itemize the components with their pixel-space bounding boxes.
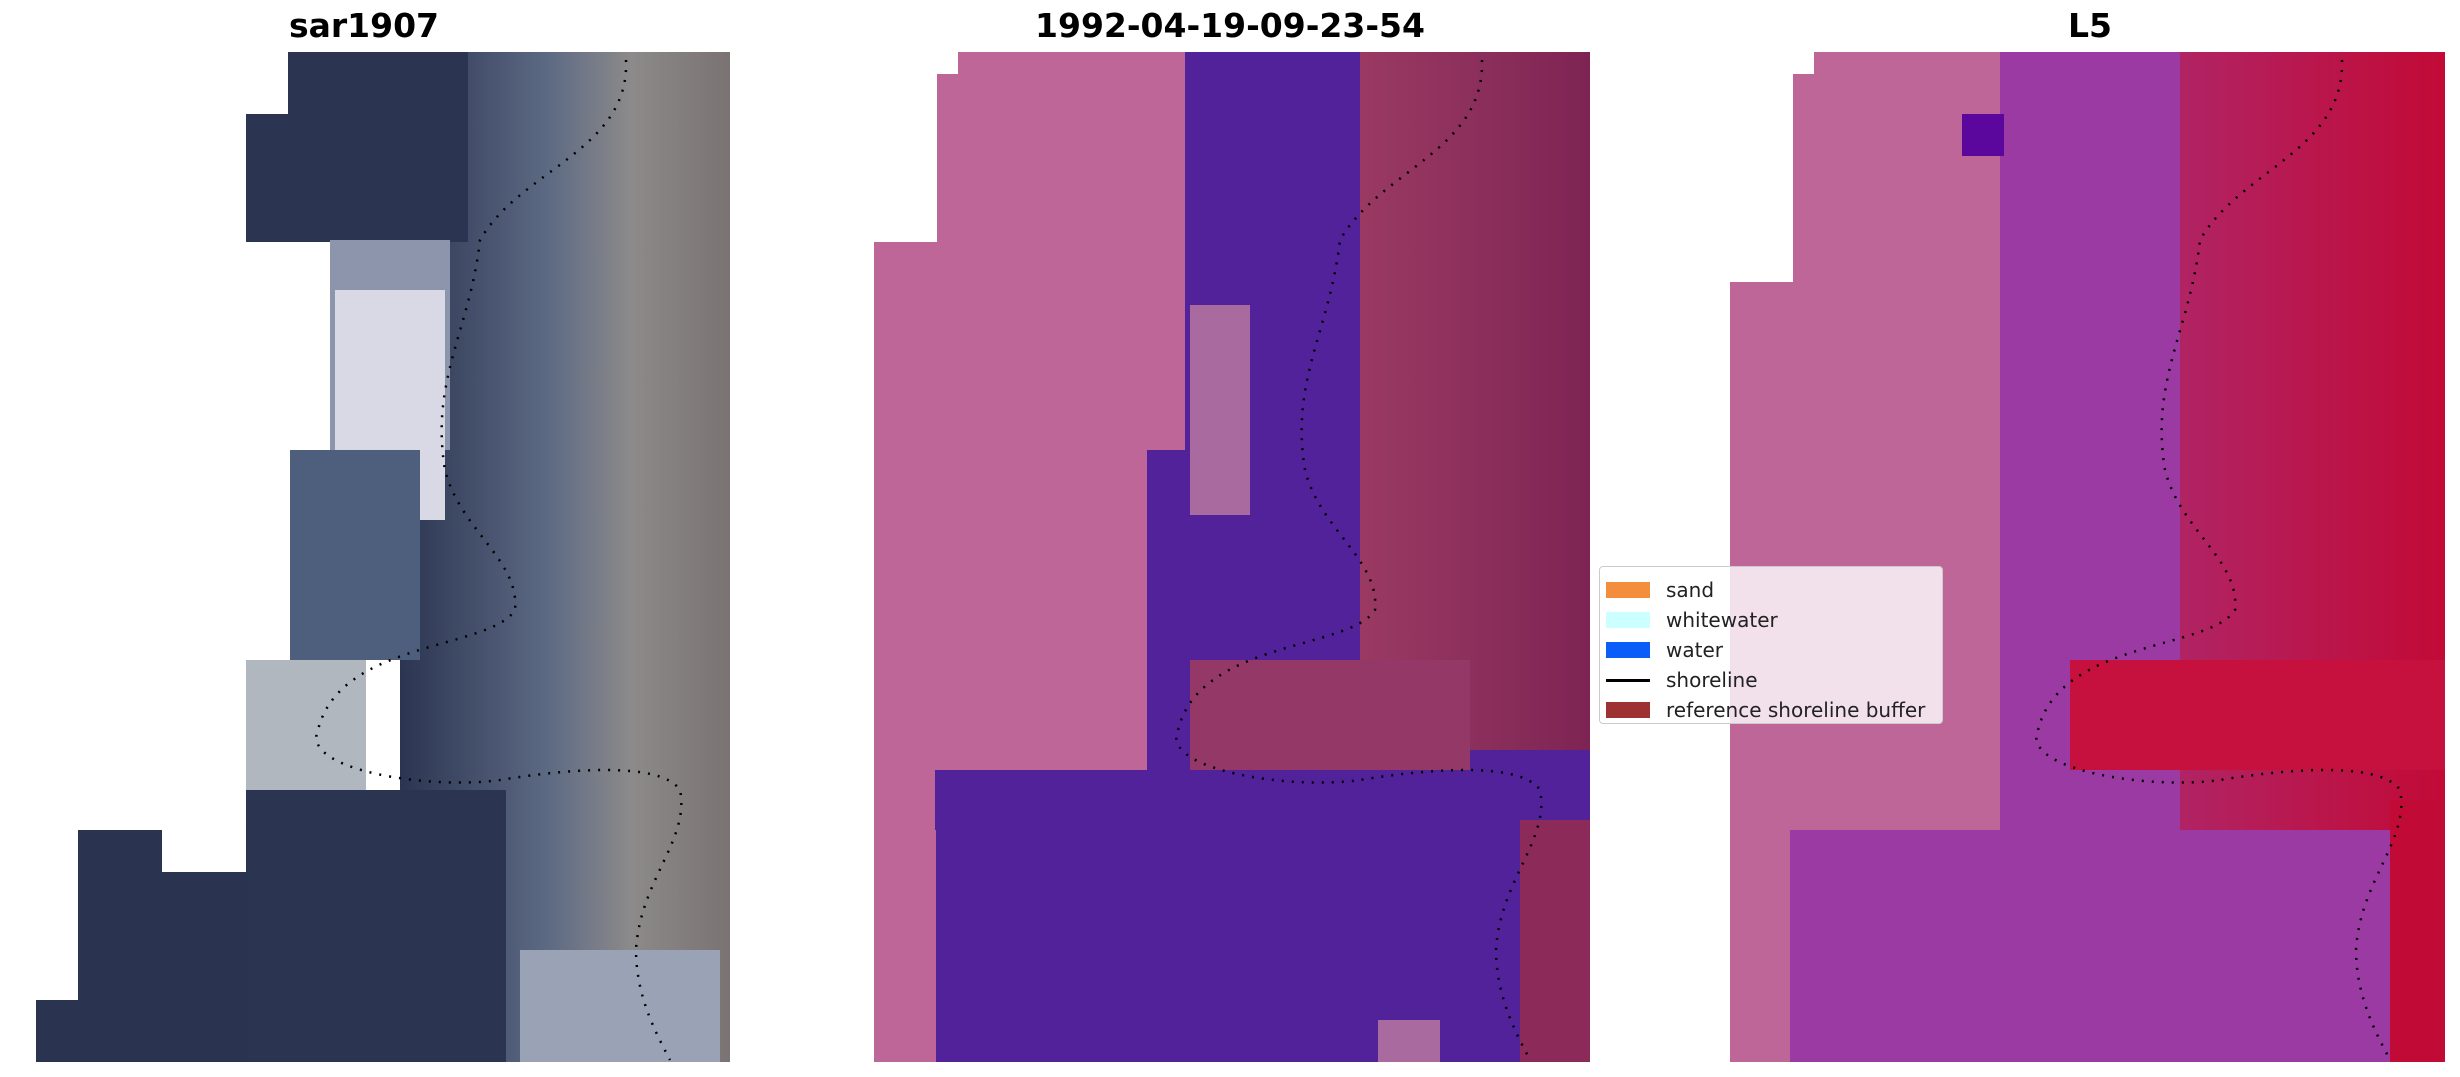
panel-title-index: L5	[2068, 6, 2112, 45]
rgb-blank-notch	[162, 830, 246, 872]
index-red-lower	[2070, 660, 2445, 770]
panel-title-classified: 1992-04-19-09-23-54	[1035, 6, 1425, 45]
legend: sand whitewater water shoreline referenc…	[1599, 566, 1943, 724]
legend-label-water: water	[1666, 638, 1723, 662]
index-red-bottom-right	[2390, 800, 2445, 1062]
rgb-water-bottom	[246, 790, 506, 1062]
index-low-patch	[1962, 114, 2004, 156]
class-water-bottom	[935, 770, 1525, 1062]
panel-title-rgb: sar1907	[288, 6, 440, 45]
legend-swatch-water	[1606, 642, 1650, 658]
legend-item-sand: sand	[1600, 575, 1942, 605]
legend-label-buffer: reference shoreline buffer	[1666, 698, 1926, 722]
legend-label-sand: sand	[1666, 578, 1715, 602]
rgb-water-mid2	[290, 450, 420, 660]
index-sand-band-top	[1793, 74, 1893, 282]
index-purple-bottom	[1790, 830, 2390, 1062]
class-sand-top	[937, 74, 1037, 242]
shoreline-line-rgb	[315, 59, 683, 1061]
rgb-water-bottom3	[36, 1000, 96, 1062]
legend-item-shoreline: shoreline	[1600, 665, 1942, 695]
legend-swatch-sand	[1606, 582, 1650, 598]
classified-panel	[874, 52, 1590, 1062]
legend-label-whitewater: whitewater	[1666, 608, 1778, 632]
class-water-wedge	[1250, 200, 1360, 700]
class-buffer-lower	[1190, 660, 1470, 770]
class-sand-bottom	[874, 830, 936, 1062]
legend-item-buffer: reference shoreline buffer	[1600, 695, 1942, 725]
index-panel	[1730, 52, 2445, 1062]
class-buffer-bottom	[1520, 820, 1590, 1062]
shoreline-line-index	[2035, 59, 2403, 1061]
legend-item-water: water	[1600, 635, 1942, 665]
legend-label-shoreline: shoreline	[1666, 668, 1758, 692]
rgb-surf-bottom	[520, 950, 720, 1062]
class-sand-bottom-patch	[1378, 1020, 1440, 1062]
legend-item-whitewater: whitewater	[1600, 605, 1942, 635]
legend-swatch-shoreline	[1606, 678, 1650, 682]
rgb-image-panel	[36, 52, 730, 1062]
legend-swatch-whitewater	[1606, 612, 1650, 628]
rgb-water-top2	[246, 114, 326, 242]
shoreline-line-classified	[1175, 59, 1543, 1061]
legend-swatch-buffer	[1606, 702, 1650, 718]
rgb-nearshore	[246, 660, 366, 790]
